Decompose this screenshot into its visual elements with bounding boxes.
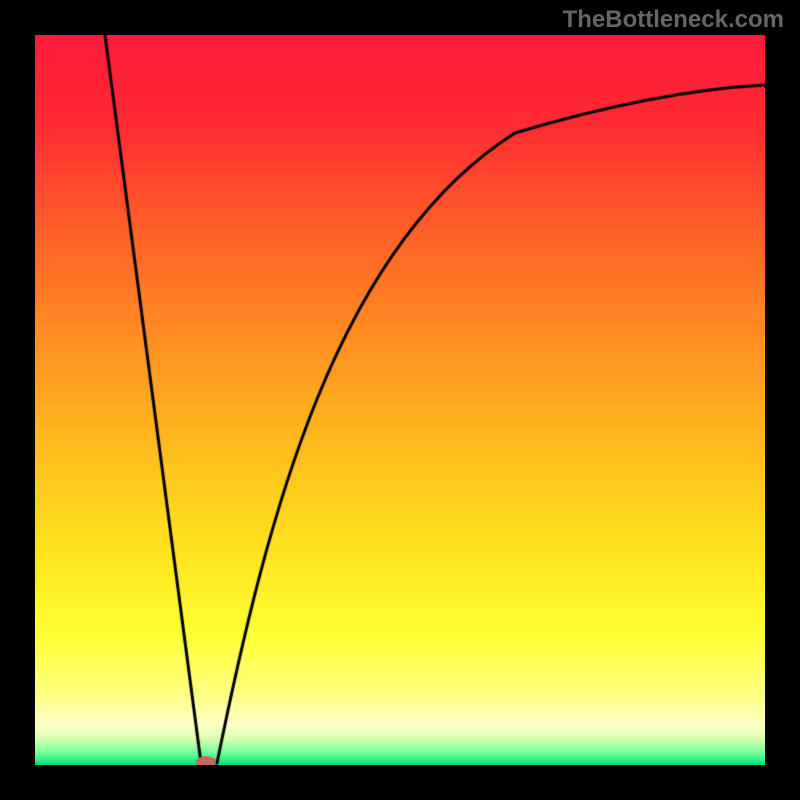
border-bottom [0,765,800,800]
chart-frame: TheBottleneck.com [0,0,800,800]
border-left [0,0,35,800]
plot-canvas [35,35,765,765]
watermark-text: TheBottleneck.com [563,6,784,34]
plot-area [35,35,765,765]
border-right [765,0,800,800]
